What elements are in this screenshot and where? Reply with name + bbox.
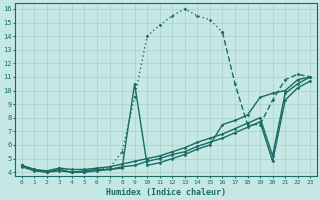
- X-axis label: Humidex (Indice chaleur): Humidex (Indice chaleur): [106, 188, 226, 197]
